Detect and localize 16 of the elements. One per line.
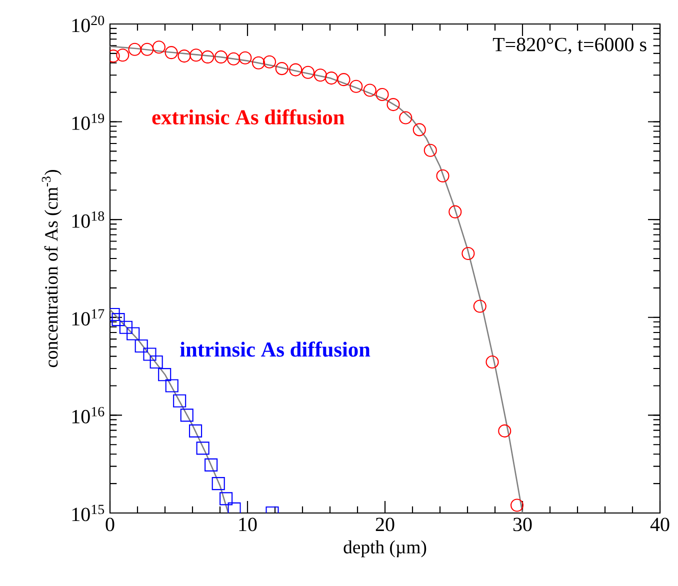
y-tick-label: 10$^{19}$ xyxy=(72,114,104,130)
x-tick-label: 0 xyxy=(106,518,114,532)
x-tick-label: 40 xyxy=(650,518,670,532)
series-label: intrinsic As diffusion xyxy=(180,342,370,357)
annotation: T=820°C, t=6000 s xyxy=(492,38,646,54)
y-axis-title: concentration of As (cm$^{-3}$) xyxy=(42,170,62,368)
x-tick-label: 30 xyxy=(513,518,532,532)
x-tick-label: 10 xyxy=(239,518,257,532)
y-tick-label: 10$^{16}$ xyxy=(72,406,104,424)
y-tick-label: 10$^{15}$ xyxy=(72,504,104,522)
y-tick-label: 10$^{18}$ xyxy=(72,211,104,228)
y-tick-label: 10$^{20}$ xyxy=(72,16,104,32)
x-axis-title: depth (µm) xyxy=(344,540,426,558)
x-tick-label: 20 xyxy=(376,518,394,532)
series-label: extrinsic As diffusion xyxy=(152,109,344,125)
y-tick-label: 10$^{17}$ xyxy=(72,309,104,326)
